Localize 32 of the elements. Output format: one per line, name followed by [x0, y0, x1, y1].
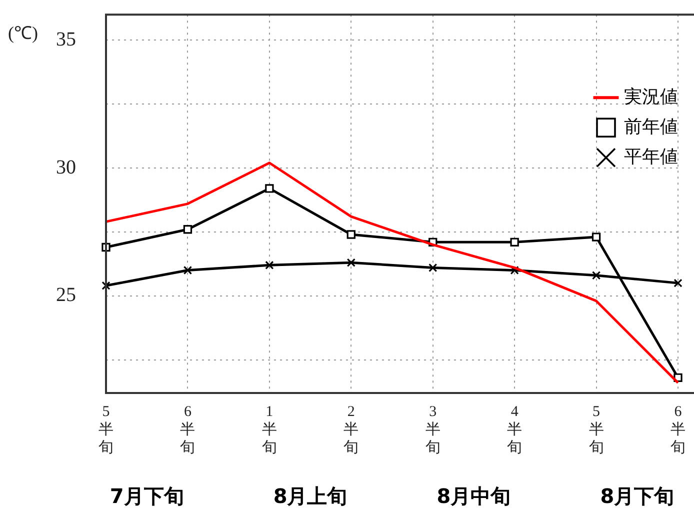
- text: 8月下旬: [600, 484, 674, 508]
- y-tick-label: 25: [56, 284, 76, 306]
- x-tick-label: 1半旬: [262, 404, 277, 456]
- x-tick-label: 5半旬: [98, 404, 114, 456]
- point: [183, 225, 192, 234]
- y-axis-title: (℃): [8, 22, 38, 43]
- point: [102, 281, 110, 290]
- point: [592, 232, 601, 242]
- x-tick-label: 6半旬: [180, 404, 196, 456]
- x-tick-label: 2半旬: [344, 404, 359, 456]
- x-tick-label: 3半旬: [425, 404, 440, 456]
- legend-label: 実況値: [624, 86, 678, 108]
- point: [346, 230, 356, 239]
- point: [510, 238, 519, 246]
- x-tick-label: 4半旬: [507, 404, 522, 456]
- y-tick-label: 35: [56, 28, 76, 50]
- x-tick-label: 5半旬: [588, 404, 604, 456]
- legend-label: 平年値: [624, 146, 678, 168]
- point: [674, 278, 682, 288]
- legend-label: 前年値: [624, 116, 678, 138]
- point: [510, 266, 519, 275]
- point: [428, 263, 438, 272]
- y-tick-label: 30: [56, 156, 76, 178]
- point: [183, 266, 192, 275]
- x-tick-label: 6半旬: [670, 404, 686, 456]
- point: [346, 258, 356, 267]
- point: [265, 260, 274, 270]
- text: 7月下旬: [110, 484, 184, 508]
- text: 8月中旬: [436, 484, 511, 508]
- point: [592, 271, 601, 280]
- point: [265, 184, 274, 193]
- text: 8月上旬: [273, 484, 348, 508]
